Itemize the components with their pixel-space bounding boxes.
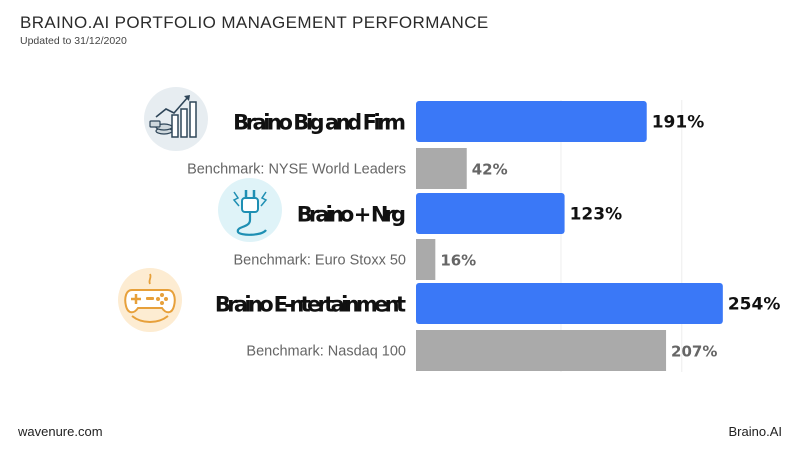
gamepad-icon: [118, 268, 182, 332]
category-label-1: Benchmark: NYSE World Leaders: [187, 162, 406, 178]
category-label-4: Braino E-ntertainment: [215, 293, 406, 317]
bar-2: [416, 193, 565, 234]
value-label-4: 254%: [728, 295, 781, 315]
bar-0: [416, 101, 647, 142]
bar-5: [416, 330, 667, 371]
page-subtitle: Updated to 31/12/2020: [20, 35, 127, 47]
bar-4: [416, 283, 723, 324]
bar-3: [416, 239, 436, 280]
page-title: BRAINO.AI PORTFOLIO MANAGEMENT PERFORMAN…: [20, 13, 489, 32]
footer-brand: Braino.AI: [728, 424, 782, 439]
category-label-5: Benchmark: Nasdaq 100: [246, 344, 406, 360]
growth-chart-icon: [144, 87, 208, 151]
value-label-5: 207%: [671, 343, 717, 361]
value-label-0: 191%: [652, 113, 705, 133]
category-label-3: Benchmark: Euro Stoxx 50: [234, 253, 406, 269]
value-label-2: 123%: [570, 205, 623, 225]
category-label-0: Braino Big and Firm: [233, 111, 406, 135]
bar-1: [416, 148, 467, 189]
power-plug-icon: [218, 178, 282, 242]
category-label-2: Braino + Nrg: [297, 203, 406, 227]
footer-source: wavenure.com: [18, 424, 103, 439]
value-label-1: 42%: [472, 161, 508, 179]
value-label-3: 16%: [440, 252, 476, 270]
